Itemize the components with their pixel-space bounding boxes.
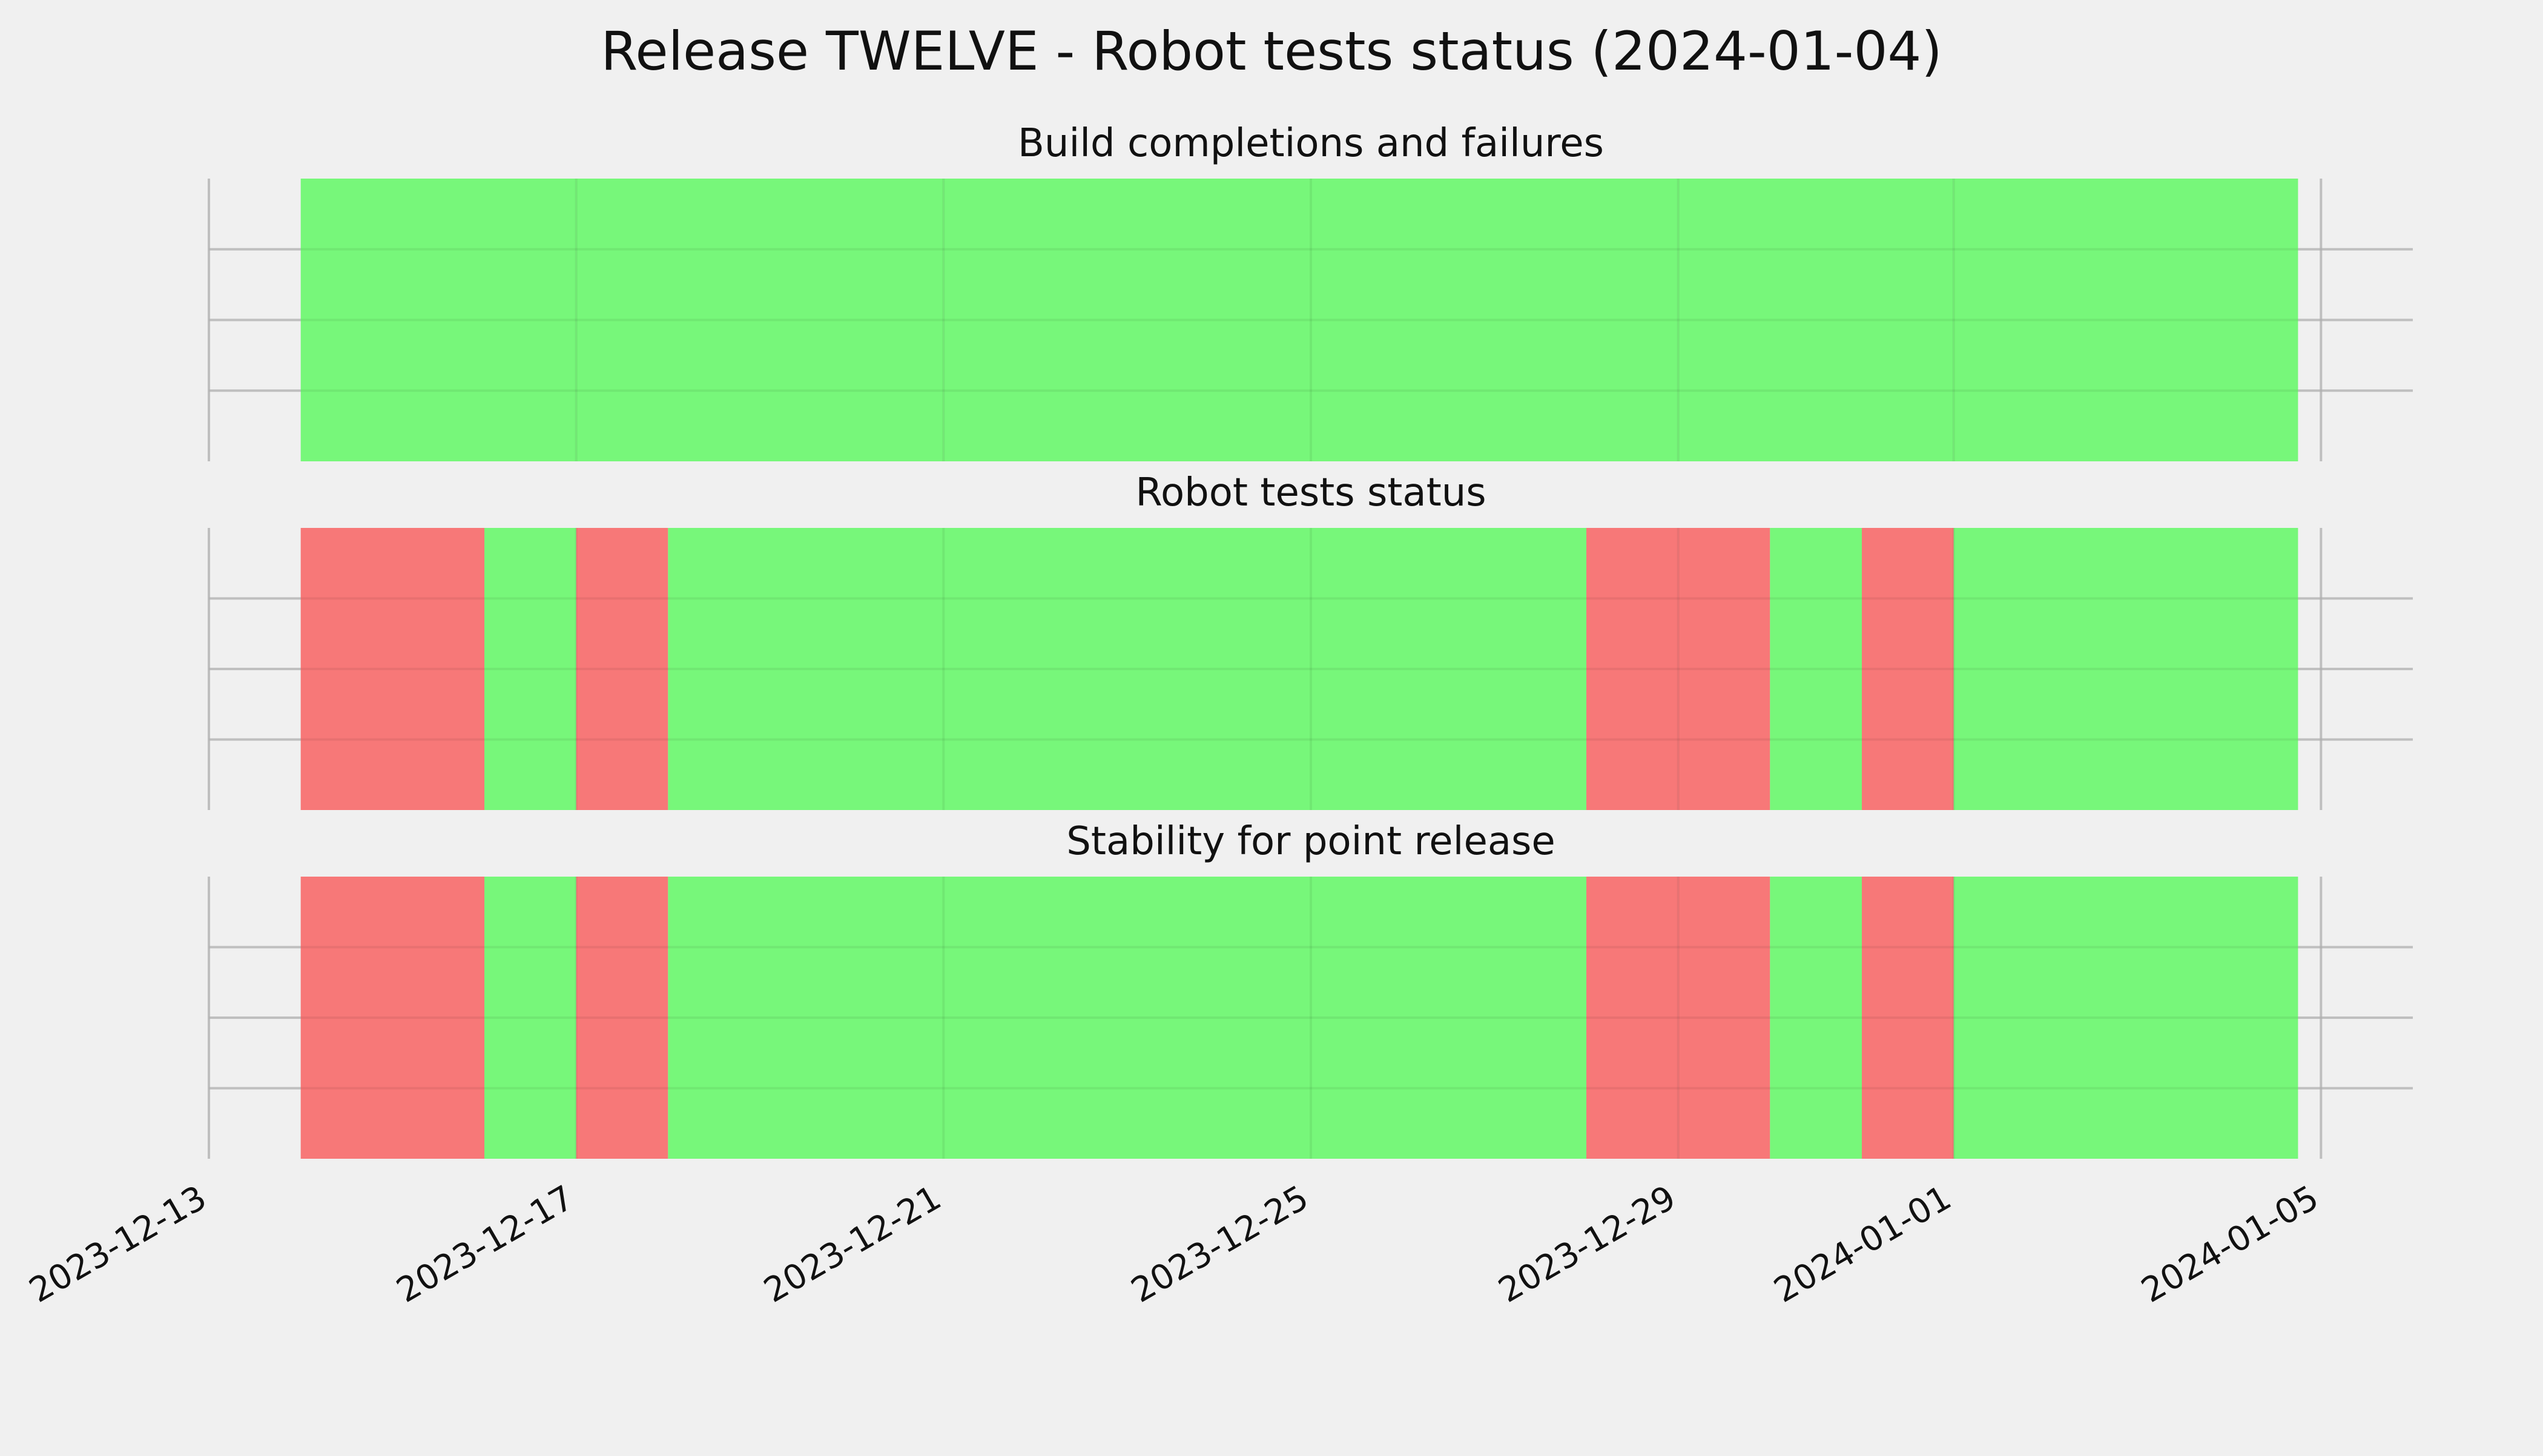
x-tick-label: 2023-12-21 xyxy=(757,1178,948,1311)
x-tick-label: 2023-12-29 xyxy=(1492,1178,1682,1311)
status-segment-pass xyxy=(668,528,1586,810)
status-segment-pass xyxy=(484,179,576,461)
panel-title: Build completions and failures xyxy=(1018,121,1604,166)
status-segment-fail xyxy=(1586,528,1678,810)
status-segment-pass xyxy=(1953,877,2298,1159)
status-segment-fail xyxy=(300,877,484,1159)
status-segment-pass xyxy=(300,179,484,461)
x-tick-label: 2024-01-05 xyxy=(2135,1178,2325,1311)
status-segment-fail xyxy=(1862,528,1954,810)
panel-title: Stability for point release xyxy=(1066,819,1555,864)
x-tick-label: 2023-12-13 xyxy=(23,1178,213,1311)
status-segment-pass xyxy=(484,528,576,810)
status-segment-pass xyxy=(1770,528,1862,810)
status-segment-pass xyxy=(943,179,1311,461)
panel-1: Build completions and failures xyxy=(208,121,2413,461)
chart-title: Release TWELVE - Robot tests status (202… xyxy=(601,20,1942,82)
status-segment-pass xyxy=(484,877,576,1159)
panel-3: Stability for point release xyxy=(208,819,2413,1159)
status-segment-pass xyxy=(576,179,944,461)
status-segment-fail xyxy=(300,528,484,810)
x-tick-label: 2023-12-17 xyxy=(390,1178,580,1311)
status-segment-pass xyxy=(668,877,1586,1159)
status-segment-pass xyxy=(1311,179,1678,461)
status-segment-fail xyxy=(1586,877,1678,1159)
status-segment-fail xyxy=(576,528,668,810)
status-segment-fail xyxy=(1678,528,1770,810)
panel-title: Robot tests status xyxy=(1135,470,1486,515)
x-tick-label: 2023-12-25 xyxy=(1125,1178,1315,1311)
status-segment-fail xyxy=(1862,877,1954,1159)
status-segment-pass xyxy=(1678,179,1954,461)
x-tick-label: 2024-01-01 xyxy=(1767,1178,1958,1311)
status-segment-pass xyxy=(1770,877,1862,1159)
status-segment-fail xyxy=(576,877,668,1159)
panel-2: Robot tests status xyxy=(208,470,2413,810)
status-segment-fail xyxy=(1678,877,1770,1159)
status-segment-pass xyxy=(1953,528,2298,810)
panels-group: Build completions and failures Robot test… xyxy=(208,121,2413,1159)
x-axis-tick-labels: 2023-12-13 2023-12-17 2023-12-21 2023-12-25… xyxy=(23,1178,2326,1311)
status-segment-pass xyxy=(1953,179,2298,461)
